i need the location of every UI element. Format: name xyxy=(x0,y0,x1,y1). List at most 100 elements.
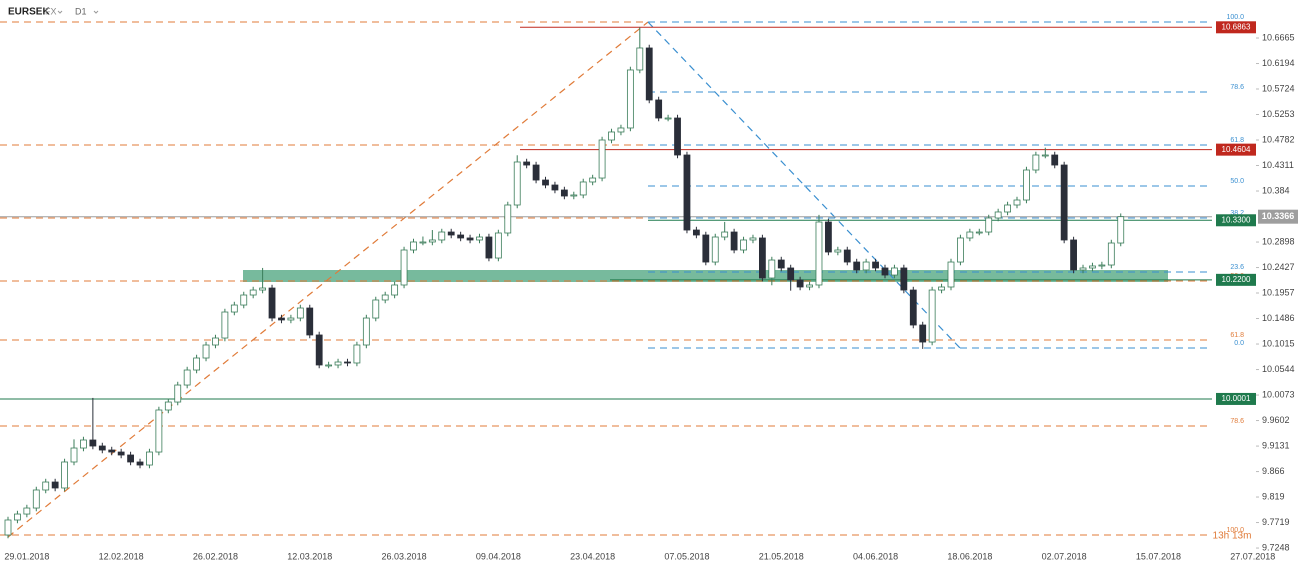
candle-body xyxy=(1060,164,1068,241)
candle-body xyxy=(381,294,389,301)
candle-body xyxy=(193,357,201,371)
y-tick-label: 9.7719 xyxy=(1262,517,1290,527)
candle-body xyxy=(410,241,417,251)
fib-ratio-label: 0.0 xyxy=(1234,340,1244,347)
fib-ratio-label: 23.6 xyxy=(1230,264,1244,271)
candle-body xyxy=(834,249,842,253)
candle-body xyxy=(61,461,68,489)
y-tick-label: 9.9602 xyxy=(1262,415,1290,425)
candle-body xyxy=(23,507,31,515)
symbol: EURSEK xyxy=(8,7,50,18)
candle-body xyxy=(1041,154,1049,157)
candle-body xyxy=(759,237,766,279)
candle-body xyxy=(504,204,512,234)
candle-body xyxy=(626,69,634,129)
y-tick-label: 9.9131 xyxy=(1262,440,1290,450)
candle-body xyxy=(174,384,182,403)
y-tick-label: 10.1957 xyxy=(1262,287,1295,297)
candle-body xyxy=(296,307,304,319)
candle-body xyxy=(579,181,587,196)
price-tag-label: 10.0001 xyxy=(1222,394,1251,403)
candle-body xyxy=(853,261,861,271)
x-tick-label: 09.04.2018 xyxy=(476,551,521,561)
candle-body xyxy=(862,261,870,271)
x-tick-label: 07.05.2018 xyxy=(664,551,709,561)
fib-ratio-label: 100.0 xyxy=(1226,527,1244,534)
candle-body xyxy=(513,161,521,206)
candle-body xyxy=(212,337,219,346)
x-tick-label: 18.06.2018 xyxy=(947,551,992,561)
price-tag-label: 10.3300 xyxy=(1222,215,1251,224)
market[interactable]: FX xyxy=(45,6,57,16)
candle-body xyxy=(589,177,597,183)
candle-body xyxy=(1004,204,1011,213)
candle-body xyxy=(447,231,455,236)
candle-body xyxy=(466,237,474,241)
candle-body xyxy=(560,189,568,197)
price-tag xyxy=(1216,143,1256,156)
candle-body xyxy=(1089,265,1096,269)
price-tag xyxy=(1216,21,1256,34)
candle-body xyxy=(334,361,342,366)
candle-body xyxy=(523,161,531,166)
candle-body xyxy=(146,451,153,466)
candle-body xyxy=(476,236,483,241)
candle-body xyxy=(32,489,40,509)
candle-body xyxy=(787,267,795,281)
candle-body xyxy=(740,239,747,251)
x-tick-label: 15.07.2018 xyxy=(1136,551,1181,561)
dropdown-icon[interactable] xyxy=(93,10,99,14)
candle-body xyxy=(1117,216,1125,244)
price-tag-label: 10.6863 xyxy=(1222,22,1251,31)
y-tick-label: 10.0073 xyxy=(1262,389,1295,399)
candle-body xyxy=(806,284,813,288)
y-tick-label: 10.0544 xyxy=(1262,364,1295,374)
y-tick-label: 10.1486 xyxy=(1262,313,1295,323)
candle-body xyxy=(344,361,351,364)
candle-body xyxy=(249,289,257,296)
candle-body xyxy=(570,194,578,197)
candle-body xyxy=(136,461,144,466)
candle-body xyxy=(655,99,663,119)
x-tick-label: 04.06.2018 xyxy=(853,551,898,561)
price-tag-label: 10.2200 xyxy=(1222,275,1251,284)
y-tick-label: 10.2898 xyxy=(1262,236,1295,246)
y-tick-label: 10.1015 xyxy=(1262,338,1295,348)
candle-body xyxy=(164,401,172,411)
candle-body xyxy=(768,259,776,279)
y-tick-label: 9.7248 xyxy=(1262,542,1290,552)
fib-ratio-label: 50.0 xyxy=(1230,178,1244,185)
candle-body xyxy=(617,127,625,133)
candle-body xyxy=(1070,239,1077,271)
candle-body xyxy=(438,231,446,241)
y-tick-label: 9.866 xyxy=(1262,466,1285,476)
candle-body xyxy=(551,184,559,191)
candle-body xyxy=(796,279,804,288)
candle-body xyxy=(14,513,21,521)
candle-body xyxy=(372,299,380,319)
candle-body xyxy=(4,519,12,536)
candle-body xyxy=(42,481,50,491)
candle-body xyxy=(702,234,710,263)
candle-body xyxy=(230,304,238,313)
candle-body xyxy=(542,179,549,186)
candle-body xyxy=(957,237,964,263)
candle-body xyxy=(532,164,540,181)
candle-body xyxy=(749,237,757,241)
candle-body xyxy=(966,231,974,239)
candle-body xyxy=(994,211,1002,219)
candle-body xyxy=(362,317,370,346)
candle-body xyxy=(938,286,945,291)
dropdown-icon[interactable] xyxy=(57,10,63,14)
price-tag xyxy=(1216,392,1256,405)
candle-body xyxy=(777,259,785,269)
interval[interactable]: D1 xyxy=(75,6,87,16)
candle-body xyxy=(89,439,97,447)
x-tick-label: 02.07.2018 xyxy=(1042,551,1087,561)
candle-body xyxy=(419,241,427,244)
x-tick-label: 23.04.2018 xyxy=(570,551,615,561)
candle-body xyxy=(1079,267,1087,271)
candle-body xyxy=(80,439,87,449)
candle-body xyxy=(843,249,851,263)
current-price-tag xyxy=(1258,209,1298,224)
